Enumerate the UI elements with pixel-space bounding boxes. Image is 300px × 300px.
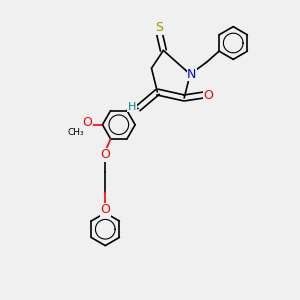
Text: O: O — [82, 116, 92, 130]
Text: O: O — [100, 148, 110, 161]
Text: CH₃: CH₃ — [68, 128, 84, 137]
Text: N: N — [187, 68, 196, 81]
Text: S: S — [155, 21, 163, 34]
Text: O: O — [203, 88, 213, 101]
Text: O: O — [100, 203, 110, 216]
Text: H: H — [128, 102, 136, 112]
